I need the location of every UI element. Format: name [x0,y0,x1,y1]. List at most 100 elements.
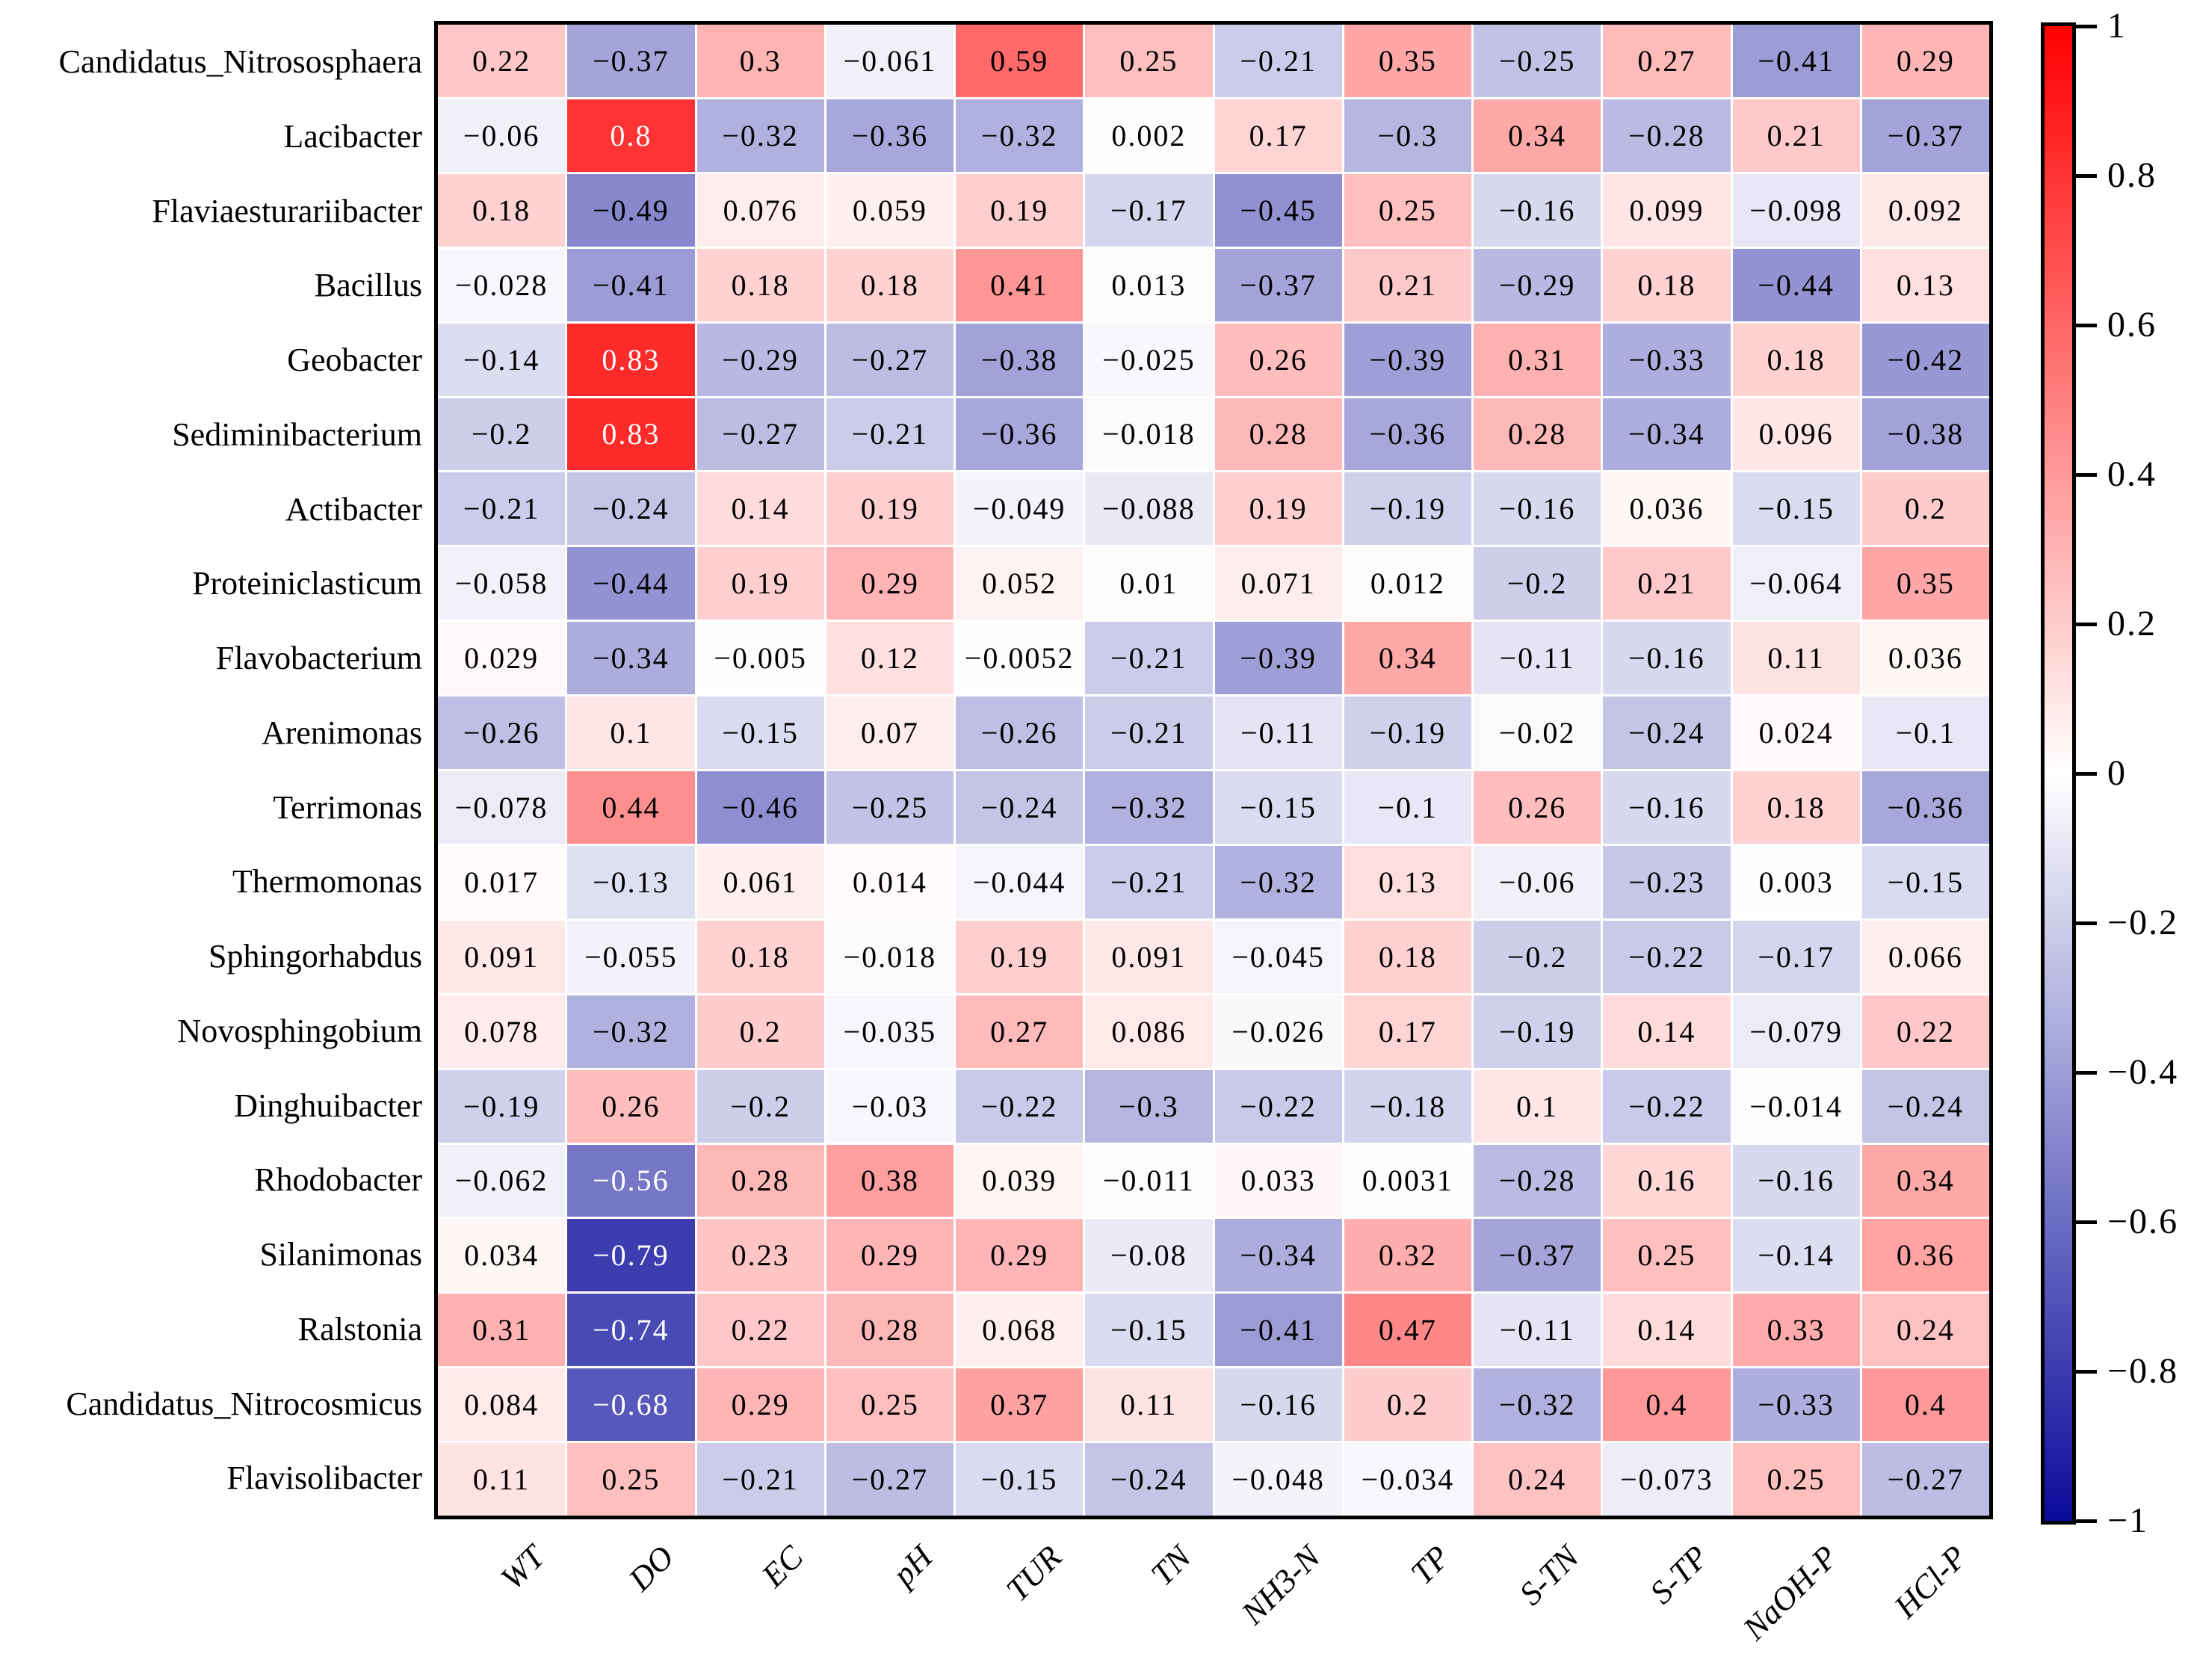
heatmap-cell: 0.34 [1474,99,1601,172]
heatmap-cell: 0.27 [1603,25,1731,97]
heatmap-cell: −0.08 [1085,1219,1213,1292]
row-label: Actibacter [285,490,422,528]
colorbar-tick-label: 0 [2107,753,2127,793]
heatmap-cell: −0.16 [1603,622,1731,695]
heatmap-cell: −0.028 [438,248,566,321]
row-label: Sediminibacterium [172,416,422,453]
heatmap-cell: 0.37 [956,1368,1084,1442]
heatmap-cell: 0.029 [438,622,566,695]
heatmap-cell: 0.28 [696,1144,824,1217]
heatmap-cell: 0.59 [956,25,1084,97]
heatmap-cell: −0.15 [1085,1294,1213,1367]
row-label: Candidatus_Nitrocosmicus [66,1385,422,1422]
heatmap-cell: 0.18 [826,248,954,321]
heatmap-cell: −0.37 [567,25,695,97]
heatmap-cell: 0.14 [1603,995,1731,1068]
heatmap-cell: −0.79 [567,1219,695,1292]
heatmap-cell: 0.18 [1344,920,1471,993]
heatmap-cell: 0.086 [1085,995,1213,1068]
heatmap-cell: 0.14 [696,472,824,546]
colorbar-tick-label: 0.2 [2107,604,2157,643]
heatmap-cell: 0.28 [1214,398,1342,471]
heatmap-cell: −0.32 [1085,771,1213,844]
heatmap-cell: −0.36 [1344,398,1471,471]
heatmap-cell: −0.16 [1603,771,1731,844]
heatmap-cell: −0.13 [567,845,695,918]
heatmap-cell: −0.17 [1732,920,1860,993]
heatmap-cell: −0.32 [696,99,824,172]
heatmap-cell: 0.33 [1732,1294,1860,1367]
heatmap-cell: −0.24 [956,771,1084,844]
heatmap-cell: −0.21 [1085,697,1213,769]
heatmap-cell: −0.21 [696,1443,824,1516]
heatmap-cell: −0.22 [1603,920,1731,993]
heatmap-cell: −0.1 [1344,771,1471,844]
heatmap-cell: 0.12 [826,622,954,695]
heatmap-cell: 0.29 [696,1368,824,1442]
heatmap-cell: −0.16 [1214,1368,1342,1442]
heatmap-cell: 0.2 [1344,1368,1471,1442]
row-label: Candidatus_Nitrososphaera [58,43,422,80]
colorbar-tick-label: 1 [2107,6,2127,46]
colorbar [2041,22,2076,1525]
heatmap-cell: −0.15 [956,1443,1084,1516]
heatmap-cell: 0.0031 [1344,1144,1471,1217]
colorbar-tick [2076,1070,2097,1075]
heatmap-cell: −0.34 [567,622,695,695]
heatmap-cell: 0.036 [1603,472,1731,546]
heatmap-cell: 0.17 [1214,99,1342,172]
row-label: Lacibacter [283,117,422,155]
heatmap-cell: −0.74 [567,1294,695,1367]
heatmap-cell: −0.2 [696,1069,824,1143]
colorbar-tick-label: 0.8 [2107,155,2157,195]
heatmap-cell: −0.19 [438,1069,566,1143]
heatmap-cell: 0.01 [1085,547,1213,620]
heatmap-cell: −0.088 [1085,472,1213,546]
row-label: Rhodobacter [254,1161,422,1199]
colorbar-tick-label: −0.6 [2107,1202,2179,1241]
heatmap-cell: −0.32 [1474,1368,1601,1442]
heatmap-cell: 0.16 [1603,1144,1731,1217]
heatmap-cell: 0.036 [1861,622,1989,695]
colorbar-tick-label: −0.2 [2107,903,2179,942]
heatmap-cell: 0.003 [1732,845,1860,918]
heatmap-cell: −0.044 [956,845,1084,918]
heatmap-cell: −0.28 [1603,99,1731,172]
row-label: Flavobacterium [215,640,422,676]
heatmap-cell: 0.012 [1344,547,1471,620]
heatmap-cell: 0.4 [1603,1368,1731,1442]
heatmap-cell: −0.36 [956,398,1084,471]
heatmap-cell: −0.37 [1861,99,1989,172]
colorbar-tick [2076,622,2097,626]
heatmap-cell: 0.24 [1861,1294,1989,1367]
heatmap-cell: 0.25 [1732,1443,1860,1516]
heatmap-cell: 0.18 [438,173,566,247]
heatmap-cell: −0.1 [1861,697,1989,769]
heatmap-cell: −0.19 [1474,995,1601,1068]
heatmap-cell: 0.014 [826,845,954,918]
row-label: Arenimonas [261,714,422,751]
heatmap-cell: 0.36 [1861,1219,1989,1292]
heatmap-cell: 0.1 [1474,1069,1601,1143]
heatmap-cell: −0.19 [1344,472,1471,546]
heatmap-cell: −0.21 [1214,25,1342,97]
heatmap-cell: −0.055 [567,920,695,993]
heatmap-cell: −0.078 [438,771,566,844]
heatmap-cell: 0.091 [438,920,566,993]
colorbar-tick-label: 0.4 [2107,454,2157,494]
heatmap-cell: 0.35 [1861,547,1989,620]
row-label: Flavisolibacter [226,1460,423,1497]
column-label: EC [754,1538,810,1595]
heatmap-cell: −0.37 [1474,1219,1601,1292]
colorbar-tick [2076,472,2097,477]
heatmap-cell: −0.061 [826,25,954,97]
colorbar-tick [2076,24,2097,28]
row-label: Thermomonas [232,863,422,901]
heatmap-cell: 0.18 [1732,323,1860,396]
heatmap-cell: −0.035 [826,995,954,1068]
row-label: Terrimonas [273,788,422,826]
heatmap-cell: −0.3 [1085,1069,1213,1143]
heatmap-cell: −0.29 [696,323,824,396]
heatmap-cell: 0.26 [1474,771,1601,844]
heatmap-cell: −0.23 [1603,845,1731,918]
